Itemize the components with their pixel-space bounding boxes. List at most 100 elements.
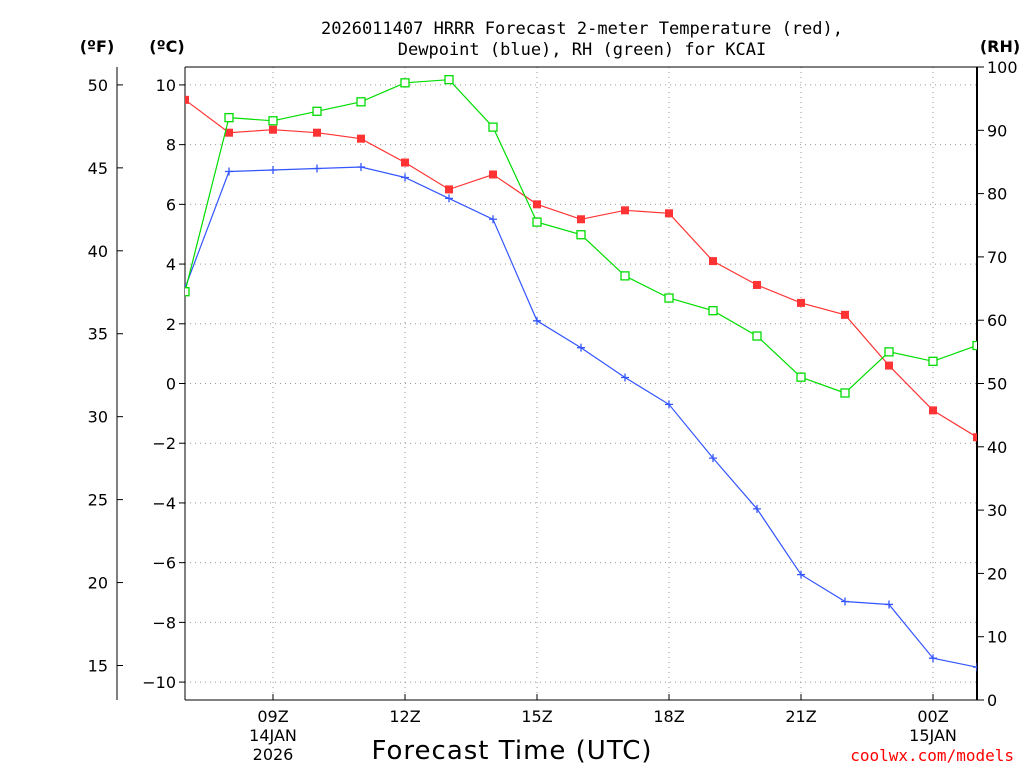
temperature-point — [269, 125, 277, 134]
fahrenheit-tick-label: 50 — [88, 76, 108, 95]
rh-tick-label: 0 — [987, 691, 997, 710]
temperature-point — [225, 128, 233, 137]
rh-tick-label: 80 — [987, 185, 1007, 204]
dewpoint-point — [665, 400, 673, 409]
temperature-point — [753, 280, 761, 289]
temperature-point — [885, 361, 893, 370]
temperature-point — [533, 200, 541, 209]
rh-point — [796, 372, 806, 382]
fahrenheit-unit-label: (ºF) — [80, 37, 115, 56]
x-tick-label: 18Z — [653, 707, 684, 726]
x-axis-title: Forecast Time (UTC) — [371, 736, 652, 766]
chart-title-line-1: 2026011407 HRRR Forecast 2-meter Tempera… — [321, 19, 843, 39]
dewpoint-point — [489, 215, 497, 224]
rh-tick-label: 90 — [987, 121, 1007, 140]
dewpoint-point — [445, 194, 453, 203]
rh-point — [224, 112, 234, 123]
celsius-tick-label: 0 — [166, 375, 176, 394]
rh-point — [444, 75, 454, 85]
celsius-tick-label: −6 — [152, 554, 176, 573]
x-tick-year-label: 2026 — [253, 745, 294, 764]
dewpoint-point — [797, 570, 805, 579]
rh-point — [840, 388, 850, 398]
rh-point — [620, 271, 630, 281]
x-tick-label: 12Z — [389, 707, 420, 726]
x-tick-label: 09Z — [257, 707, 288, 726]
grid-lines — [185, 67, 977, 700]
fahrenheit-tick-label: 35 — [88, 325, 108, 344]
series-layer — [185, 75, 977, 672]
rh-tick-label: 30 — [987, 501, 1007, 520]
rh-point — [356, 97, 366, 107]
temperature-point — [797, 298, 805, 307]
rh-tick-label: 10 — [987, 628, 1007, 647]
rh-tick-label: 100 — [987, 58, 1018, 77]
celsius-tick-label: −8 — [152, 613, 176, 632]
x-tick-date-label: 15JAN — [909, 726, 957, 745]
rh-point — [488, 122, 498, 132]
dewpoint-point — [533, 316, 541, 325]
x-tick-label: 00Z — [917, 707, 948, 726]
dewpoint-point — [841, 597, 849, 606]
rh-point — [752, 331, 762, 341]
credit-text: coolwx.com/models — [850, 746, 1014, 765]
chart-title-line-2: Dewpoint (blue), RH (green) for KCAI — [398, 40, 766, 60]
dewpoint-point — [621, 373, 629, 382]
celsius-tick-label: −10 — [142, 673, 176, 692]
temperature-point — [401, 158, 409, 167]
dewpoint-point — [929, 654, 937, 663]
rh-tick-label: 70 — [987, 248, 1007, 267]
dewpoint-point — [313, 164, 321, 173]
dewpoint-point — [269, 166, 277, 175]
rh-point — [664, 293, 674, 303]
rh-point — [268, 116, 278, 126]
celsius-tick-label: 8 — [166, 136, 176, 155]
celsius-tick-label: 4 — [166, 255, 176, 274]
x-tick-label: 15Z — [521, 707, 552, 726]
x-tick-label: 21Z — [785, 707, 816, 726]
dewpoint-point — [973, 663, 977, 672]
fahrenheit-tick-label: 20 — [88, 574, 108, 593]
rh-point — [400, 78, 410, 88]
dewpoint-point — [709, 454, 717, 463]
celsius-unit-label: (ºC) — [149, 37, 184, 56]
temperature-point — [929, 406, 937, 415]
temperature-point — [973, 433, 977, 442]
rh-tick-label: 60 — [987, 311, 1007, 330]
x-tick-date-label: 14JAN — [249, 726, 297, 745]
celsius-tick-label: 6 — [166, 195, 176, 214]
rh-tick-label: 20 — [987, 564, 1007, 583]
temperature-point — [621, 206, 629, 215]
dewpoint-point — [225, 167, 233, 176]
rh-point — [884, 347, 894, 357]
celsius-tick-label: −4 — [152, 494, 176, 513]
rh-point — [532, 217, 542, 227]
celsius-tick-label: 10 — [156, 76, 176, 95]
dewpoint-point — [753, 504, 761, 513]
rh-point — [312, 106, 322, 116]
rh-point — [185, 287, 190, 297]
fahrenheit-tick-label: 15 — [88, 656, 108, 675]
dewpoint-point — [577, 343, 585, 352]
rh-tick-label: 50 — [987, 375, 1007, 394]
axes: 1086420−2−4−6−8−105045403530252015100908… — [88, 58, 1018, 764]
temperature-point — [489, 170, 497, 179]
rh-point — [708, 306, 718, 316]
fahrenheit-tick-label: 30 — [88, 408, 108, 427]
fahrenheit-tick-label: 45 — [88, 159, 108, 178]
temperature-point — [357, 134, 365, 143]
fahrenheit-tick-label: 25 — [88, 491, 108, 510]
rh-point — [928, 356, 938, 366]
dewpoint-point — [357, 163, 365, 172]
temperature-point — [665, 209, 673, 218]
rh-point — [576, 230, 586, 240]
dewpoint-point — [401, 173, 409, 182]
rh-tick-label: 40 — [987, 438, 1007, 457]
temperature-point — [445, 185, 453, 194]
celsius-tick-label: −2 — [152, 434, 176, 453]
temperature-point — [841, 310, 849, 319]
temperature-point — [313, 128, 321, 137]
temperature-point — [577, 215, 585, 224]
celsius-tick-label: 2 — [166, 315, 176, 334]
